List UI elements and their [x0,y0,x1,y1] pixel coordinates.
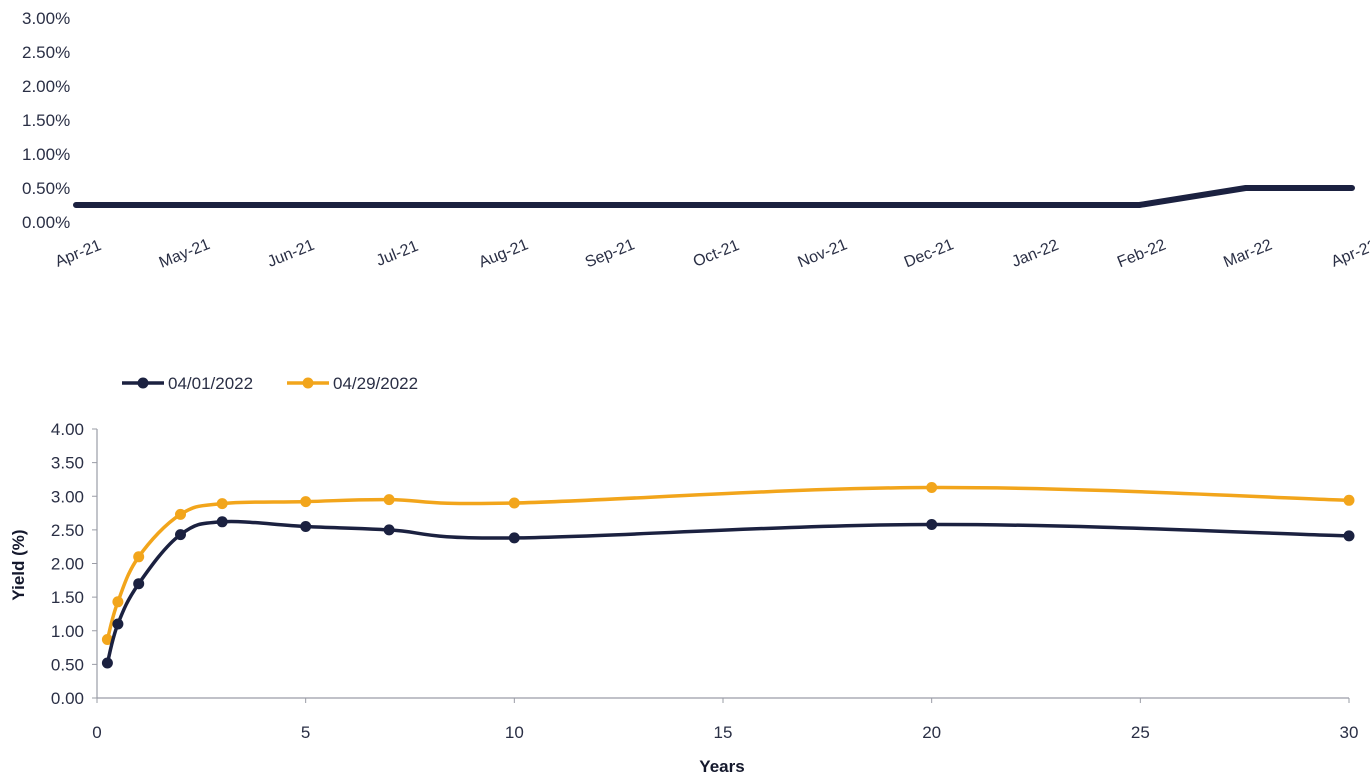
top-x-tick-label: Feb-22 [1115,236,1168,271]
series-point [175,508,186,520]
top-x-tick-label: Jun-21 [265,237,317,271]
top-y-tick-label: 0.50% [22,179,70,198]
top-y-tick-label: 3.00% [22,9,70,28]
top-y-tick-label: 1.50% [22,111,70,130]
series-point [175,529,186,541]
x-tick-label: 30 [1340,723,1359,742]
top-x-tick-label: Apr-22 [1329,237,1370,271]
series-point [383,494,395,506]
y-tick-label: 3.00 [51,487,84,506]
top-x-tick-label: Aug-21 [477,236,531,271]
series-point [133,551,145,563]
top-x-tick-label: Nov-21 [796,236,850,271]
y-tick-label: 3.50 [51,454,84,473]
series-point [1343,494,1355,506]
series-point [133,578,145,590]
series-point [1343,530,1355,542]
top-y-tick-label: 2.50% [22,43,70,62]
series-line [105,485,1351,642]
top-y-tick-label: 0.00% [22,213,70,232]
x-tick-label: 20 [922,723,941,742]
y-tick-label: 2.00 [51,555,84,574]
series-point [112,596,124,608]
series-point [508,497,520,509]
legend-label: 04/01/2022 [168,374,253,393]
top-x-tick-label: Dec-21 [902,236,956,271]
series-line [105,519,1351,665]
legend: 04/01/2022 04/29/2022 [122,374,418,393]
y-axis-title: Yield (%) [9,529,28,600]
series-point [300,521,312,532]
series-point [216,516,228,528]
fed-funds-rate-chart: 0.00% 0.50% 1.00% 1.50% 2.00% 2.50% 3.00% Apr-2… [22,9,1370,272]
series-point [383,524,395,536]
series-point [101,634,113,645]
top-x-tick-label: May-21 [157,236,213,272]
series-point [112,618,124,630]
series-point [216,498,228,510]
x-tick-label: 25 [1131,723,1150,742]
top-x-tick-label: Jul-21 [374,238,421,270]
top-x-tick-label: Jan-22 [1009,237,1061,271]
top-x-tick-label: Oct-21 [691,237,742,271]
y-tick-label: 1.50 [51,588,84,607]
top-x-tick-label: Apr-21 [53,237,104,271]
top-series-line [73,185,1355,208]
top-x-tick-label: Mar-22 [1221,236,1274,271]
series-point [300,496,312,508]
series-point [926,519,938,530]
y-tick-label: 4.00 [51,420,84,439]
x-tick-label: 15 [714,723,733,742]
x-tick-label: 5 [301,723,310,742]
top-y-tick-label: 2.00% [22,77,70,96]
series-point [508,532,520,544]
x-tick-label: 10 [505,723,524,742]
legend-label: 04/29/2022 [333,374,418,393]
x-tick-label: 0 [92,723,101,742]
top-y-tick-label: 1.00% [22,145,70,164]
y-tick-label: 0.00 [51,689,84,708]
y-tick-label: 1.00 [51,622,84,641]
legend-swatch-marker [302,377,314,389]
series-point [926,482,938,493]
y-tick-label: 0.50 [51,655,84,674]
x-axis-title: Years [699,757,744,776]
yield-curve-chart: Yield (%) Years 0.00 0.50 1.00 1.50 2.00 2.50… [9,374,1358,776]
top-x-tick-label: Sep-21 [583,236,637,271]
y-tick-label: 2.50 [51,521,84,540]
legend-swatch-marker [137,377,149,389]
series-point [101,657,113,669]
